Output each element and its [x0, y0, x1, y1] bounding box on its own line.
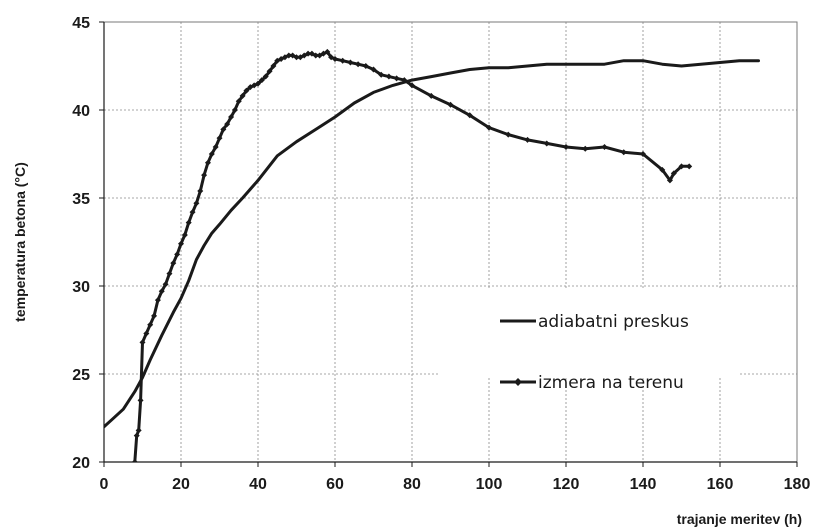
series-1-point [154, 297, 161, 304]
y-tick-label: 35 [72, 191, 90, 208]
series-1-point [231, 107, 238, 113]
series-1-point [262, 73, 269, 80]
series-1-point [324, 48, 331, 55]
series-1-point [378, 71, 385, 78]
series-1-point [339, 57, 346, 64]
series-1-point [170, 260, 177, 267]
series-1-point [393, 75, 400, 82]
series-1-point [189, 209, 196, 216]
legend-box [438, 288, 738, 376]
x-tick-label: 140 [630, 476, 657, 493]
series-1-point [235, 98, 242, 105]
series-1-point [135, 427, 142, 434]
series-1-point [143, 330, 150, 337]
series-1-point [197, 187, 204, 194]
series-1-point [255, 80, 261, 87]
series-1-point [582, 145, 589, 152]
series-1-point [212, 143, 219, 150]
series-1-point [524, 136, 531, 143]
series-1-point [293, 54, 300, 61]
series-1-point [158, 288, 165, 295]
series-1-point [201, 172, 208, 179]
legend: adiabatni preskus izmera na terenu [438, 288, 738, 393]
x-tick-label: 60 [326, 476, 344, 493]
series-1-point [270, 63, 277, 69]
series-1-point [178, 240, 184, 247]
series-1-point [670, 170, 677, 177]
series-1-point [466, 112, 473, 119]
series-1-point [385, 73, 392, 80]
series-1-point [174, 251, 181, 258]
series-1-point [370, 66, 377, 73]
x-axis-title: trajanje meritev (h) [677, 511, 802, 527]
series-1-point [216, 135, 223, 142]
series-1-point [166, 270, 173, 277]
x-tick-label: 100 [476, 476, 503, 493]
x-tick-label: 180 [784, 476, 811, 493]
y-axis-title: temperatura betona (°C) [12, 162, 28, 322]
series-1-point [285, 52, 292, 59]
series-1-point [409, 82, 415, 89]
series-1-point [181, 231, 188, 238]
series-1-point [563, 143, 569, 150]
series-1-point [131, 459, 138, 462]
series-1-point [678, 163, 685, 170]
x-tick-label: 160 [707, 476, 734, 493]
series-1-point [133, 432, 140, 439]
y-tick-label: 45 [72, 15, 90, 32]
series-1-point [347, 59, 354, 66]
series-1-point [137, 397, 144, 404]
series-1-point [224, 121, 231, 128]
series-1-point [162, 281, 169, 288]
series-1-point [239, 92, 246, 99]
x-tick-label: 40 [249, 476, 267, 493]
legend-label-1: izmera na terenu [538, 373, 684, 393]
series-1-point [666, 177, 673, 184]
series-0-line [104, 59, 760, 429]
legend-marker-1 [514, 378, 522, 386]
series-1-point [258, 77, 265, 84]
x-tick-label: 20 [172, 476, 190, 493]
series-1-point [401, 77, 408, 84]
series-1-point [185, 219, 192, 226]
y-tick-label: 30 [72, 279, 90, 296]
x-tick-label: 0 [100, 476, 109, 493]
tick-labels: 20 25 30 35 40 45 0 20 40 60 80 100 120 140 160 180 [72, 15, 810, 493]
series-1-point [505, 131, 512, 138]
series-1-point [266, 68, 273, 75]
series-layer [104, 48, 760, 462]
series-1-point [204, 159, 211, 166]
series-1-point [640, 151, 646, 157]
series-1-point [686, 163, 693, 170]
series-1-point [139, 339, 146, 346]
series-1-point [332, 55, 338, 62]
series-1-point [659, 166, 666, 173]
y-tick-label: 40 [72, 103, 90, 120]
series-1-point [193, 200, 200, 207]
series-1-point [220, 126, 227, 133]
series-1-point [601, 143, 608, 150]
plot-area [104, 22, 797, 462]
series-1-point [151, 312, 158, 319]
y-tick-label: 20 [72, 455, 90, 472]
series-1-point [147, 321, 154, 328]
series-1-point [208, 151, 215, 157]
series-1-point [312, 52, 319, 59]
series-1-point [228, 114, 235, 121]
series-1-point [543, 140, 550, 147]
series-1-point [355, 61, 362, 68]
series-1-point [447, 101, 454, 108]
series-1-point [428, 92, 435, 99]
x-tick-label: 120 [553, 476, 580, 493]
series-1-point [305, 50, 312, 57]
x-tick-label: 80 [403, 476, 421, 493]
series-1-point [620, 149, 627, 156]
y-tick-label: 25 [72, 367, 90, 384]
axes [103, 21, 798, 463]
series-1-point [243, 87, 250, 94]
series-1-point [486, 124, 492, 131]
legend-label-0: adiabatni preskus [538, 312, 689, 332]
series-1-point [362, 63, 369, 69]
